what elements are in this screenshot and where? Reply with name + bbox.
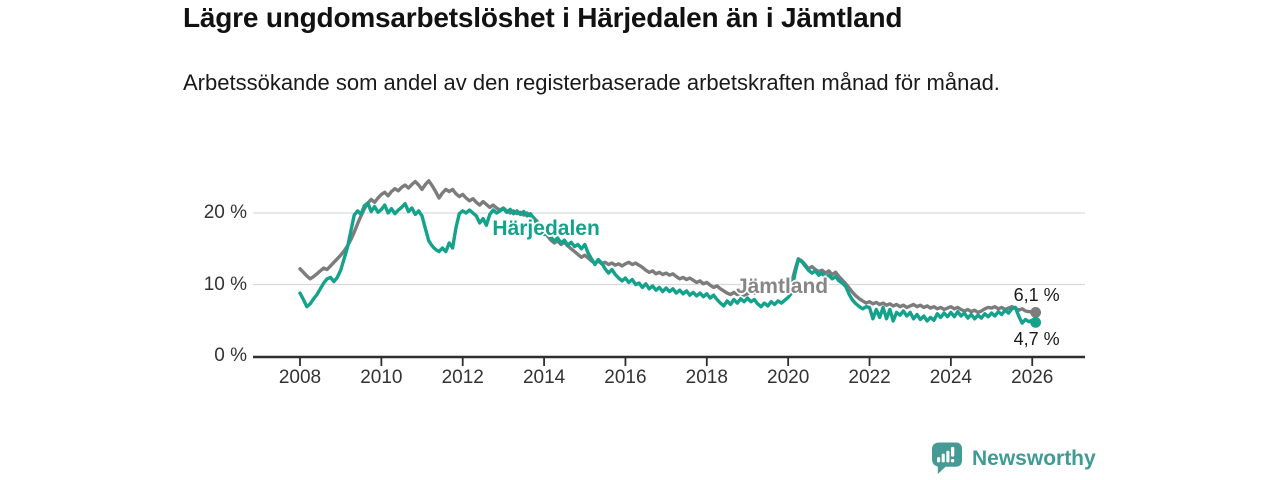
series-line-jämtland (298, 179, 1038, 315)
x-tick-label: 2020 (767, 367, 810, 388)
newsworthy-speech-bubble-bar-chart-icon (932, 442, 963, 475)
x-tick-label: 2014 (522, 367, 566, 388)
newsworthy-logo-text: Newsworthy (972, 447, 1096, 470)
x-tick-label: 2024 (929, 367, 973, 388)
newsworthy-logo: Newsworthy (932, 442, 1096, 476)
y-tick-label: 20 % (203, 202, 247, 223)
x-tick-label: 2010 (360, 367, 403, 388)
series-line-härjedalen (298, 201, 1038, 325)
x-tick-label: 2016 (604, 367, 647, 388)
x-tick-label: 2022 (848, 367, 891, 388)
end-value-label-harjedalen: 4,7 % (1013, 329, 1060, 350)
chart-title: Lägre ungdomsarbetslöshet i Härjedalen ä… (183, 2, 903, 33)
series-label-jamtland: Jämtland (735, 275, 829, 299)
series-label-harjedalen: Härjedalen (492, 217, 600, 241)
x-tick-label: 2008 (278, 367, 322, 388)
series-end-dot-jämtland (1030, 306, 1042, 318)
x-tick-label: 2018 (685, 367, 728, 388)
x-tick-label: 2012 (441, 367, 484, 388)
series-end-dot-härjedalen (1030, 316, 1042, 328)
end-value-label-jamtland: 6,1 % (1013, 285, 1060, 306)
x-tick-label: 2026 (1011, 367, 1054, 388)
chart-subtitle: Arbetssökande som andel av den registerb… (183, 70, 1000, 95)
y-tick-label: 10 % (203, 273, 247, 295)
y-tick-label: 0 % (214, 345, 247, 366)
